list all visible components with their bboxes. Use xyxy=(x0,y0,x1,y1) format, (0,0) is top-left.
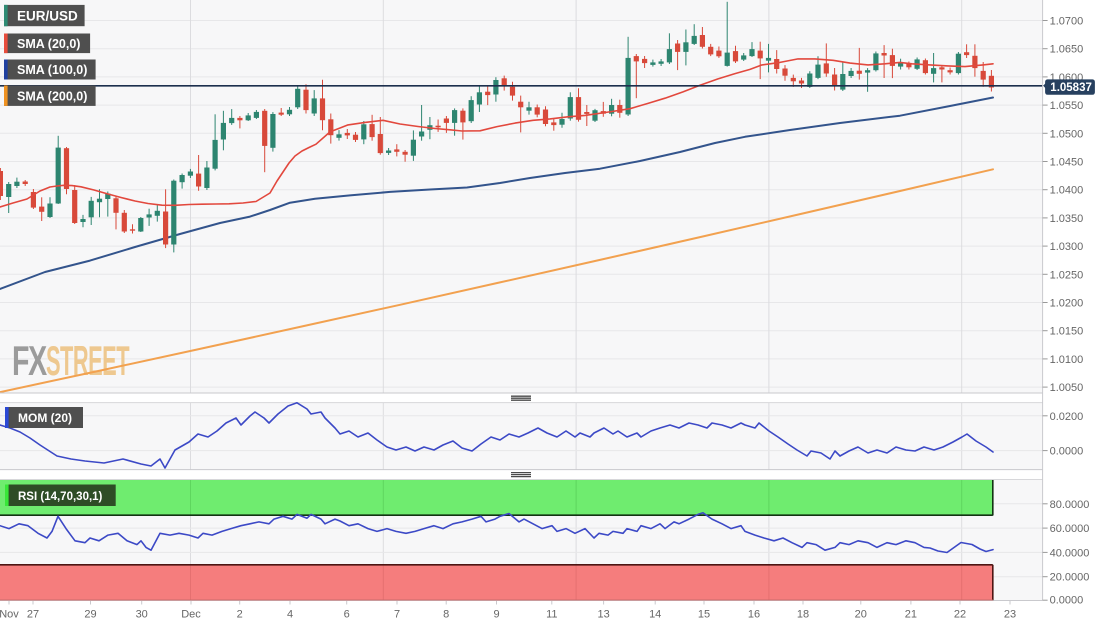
svg-text:1.0700: 1.0700 xyxy=(1050,16,1084,28)
svg-text:1.0250: 1.0250 xyxy=(1050,269,1084,281)
svg-text:0.0000: 0.0000 xyxy=(1050,446,1084,458)
svg-text:21: 21 xyxy=(905,609,917,621)
svg-text:SMA (20,0): SMA (20,0) xyxy=(17,37,80,51)
svg-text:13: 13 xyxy=(597,609,609,621)
svg-text:30: 30 xyxy=(136,609,148,621)
svg-text:RSI (14,70,30,1): RSI (14,70,30,1) xyxy=(18,491,103,503)
svg-text:SMA (100,0): SMA (100,0) xyxy=(17,63,87,77)
svg-text:80.0000: 80.0000 xyxy=(1050,499,1090,511)
svg-text:EUR/USD: EUR/USD xyxy=(17,8,78,23)
svg-text:1.0650: 1.0650 xyxy=(1050,44,1084,56)
svg-text:18: 18 xyxy=(797,609,809,621)
svg-text:20.0000: 20.0000 xyxy=(1050,572,1090,584)
svg-text:1.0350: 1.0350 xyxy=(1050,213,1084,225)
svg-text:0.0200: 0.0200 xyxy=(1050,411,1084,423)
svg-text:Dec: Dec xyxy=(181,609,201,621)
svg-text:11: 11 xyxy=(546,609,557,621)
svg-text:1.0400: 1.0400 xyxy=(1050,185,1084,197)
svg-text:16: 16 xyxy=(748,609,760,621)
svg-text:60.0000: 60.0000 xyxy=(1050,523,1090,535)
svg-text:20: 20 xyxy=(855,609,867,621)
svg-text:0.0000: 0.0000 xyxy=(1050,594,1084,606)
svg-text:7: 7 xyxy=(394,609,400,621)
svg-text:1.0550: 1.0550 xyxy=(1050,100,1084,112)
svg-text:1.0150: 1.0150 xyxy=(1050,326,1084,338)
svg-text:22: 22 xyxy=(954,609,966,621)
svg-text:6: 6 xyxy=(344,609,350,621)
svg-text:1.0300: 1.0300 xyxy=(1050,241,1084,253)
svg-text:STREET: STREET xyxy=(46,339,130,385)
svg-text:8: 8 xyxy=(443,609,449,621)
svg-text:9: 9 xyxy=(493,609,499,621)
svg-text:2: 2 xyxy=(237,609,243,621)
svg-text:Nov: Nov xyxy=(0,609,19,621)
svg-text:1.0100: 1.0100 xyxy=(1050,354,1084,366)
svg-text:23: 23 xyxy=(1004,609,1016,621)
svg-text:1.05837: 1.05837 xyxy=(1050,82,1092,94)
svg-text:29: 29 xyxy=(84,609,96,621)
svg-text:14: 14 xyxy=(649,609,661,621)
svg-text:1.0500: 1.0500 xyxy=(1050,128,1084,140)
svg-text:27: 27 xyxy=(27,609,39,621)
svg-text:1.0200: 1.0200 xyxy=(1050,298,1084,310)
svg-text:15: 15 xyxy=(698,609,710,621)
svg-text:MOM (20): MOM (20) xyxy=(18,411,72,425)
svg-text:SMA (200,0): SMA (200,0) xyxy=(17,89,87,103)
svg-text:40.0000: 40.0000 xyxy=(1050,547,1090,559)
svg-text:4: 4 xyxy=(287,609,293,621)
svg-text:1.0050: 1.0050 xyxy=(1050,382,1084,394)
svg-text:1.0450: 1.0450 xyxy=(1050,157,1084,169)
svg-text:FX: FX xyxy=(12,336,47,384)
